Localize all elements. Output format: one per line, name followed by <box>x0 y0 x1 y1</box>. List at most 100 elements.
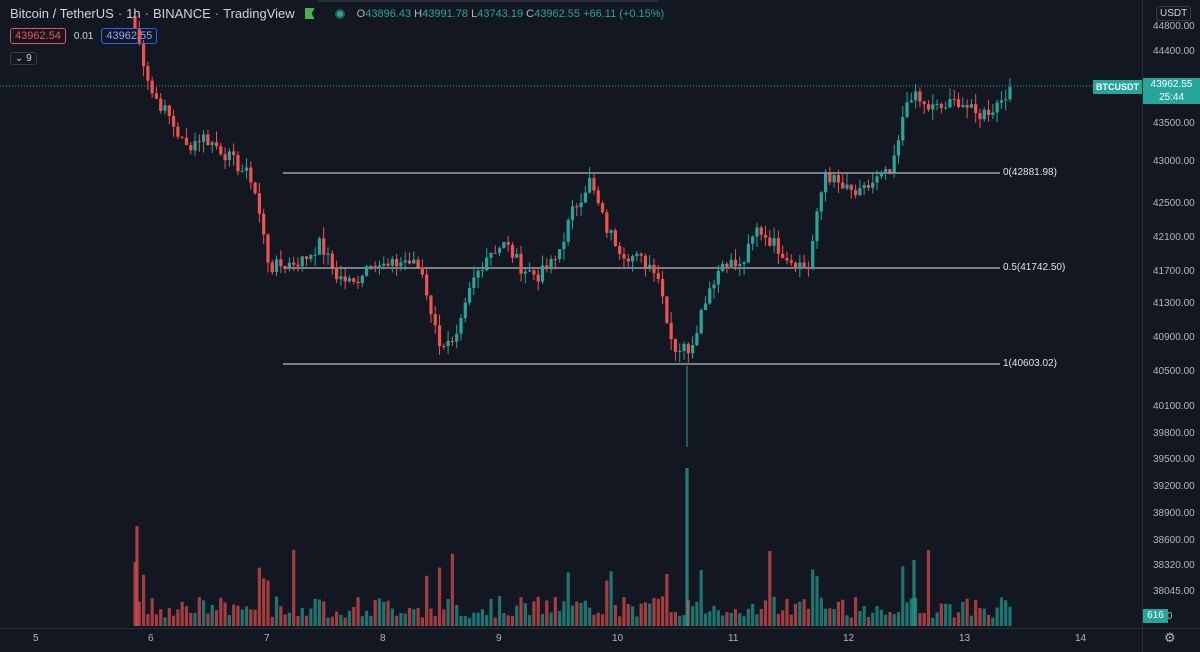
time-tick: 12 <box>843 633 855 644</box>
candle-body <box>858 188 862 196</box>
volume-bar <box>133 562 137 626</box>
volume-bar <box>626 604 630 626</box>
candle-body <box>725 263 729 269</box>
candle-body <box>751 236 755 244</box>
candle-body <box>630 256 635 262</box>
volume-bar <box>609 571 613 626</box>
candle-body <box>356 281 360 284</box>
candle-body <box>660 279 665 297</box>
candle-body <box>343 276 347 282</box>
indicators-toggle-button[interactable]: ⌄ 9 <box>10 52 37 65</box>
candle-body <box>763 234 768 238</box>
axis-corner <box>1142 628 1200 652</box>
volume-bar <box>901 566 905 626</box>
candle-body <box>849 184 853 190</box>
candle-body <box>270 262 274 273</box>
volume-bar <box>540 614 545 626</box>
candle-body <box>690 345 695 354</box>
candle-body <box>879 173 883 177</box>
last-price-tag: 43962.55 25:44 <box>1143 78 1200 104</box>
candle-body <box>566 220 570 242</box>
candle-body <box>991 112 995 115</box>
volume-bar <box>420 617 424 626</box>
candle-body <box>999 100 1004 103</box>
volume-bar <box>210 605 214 626</box>
candle-body <box>236 155 240 172</box>
volume-bar <box>279 606 283 626</box>
candle-body <box>429 295 433 315</box>
candle-body <box>317 238 322 255</box>
volume-bar <box>528 615 532 626</box>
volume-bar <box>446 598 450 626</box>
volume-bar <box>974 599 978 626</box>
volume-bar <box>270 616 274 626</box>
candle-body <box>789 260 793 263</box>
volume-bar <box>733 609 738 626</box>
candle-body <box>798 262 802 269</box>
candle-body <box>738 264 742 267</box>
candle-body <box>540 265 545 282</box>
candle-body <box>467 287 472 303</box>
volume-bar <box>360 616 364 626</box>
settings-gear-icon[interactable]: ⚙ <box>1164 630 1176 645</box>
candle-body <box>386 263 390 266</box>
candle-body <box>407 260 412 264</box>
candle-body <box>137 28 141 44</box>
volume-bar <box>781 610 785 626</box>
sell-button[interactable]: 43962.54 <box>10 28 66 44</box>
volume-bar <box>952 617 956 626</box>
candle-body <box>240 170 244 172</box>
volume-bar <box>811 569 815 626</box>
candle-body <box>1004 99 1008 101</box>
volume-bar <box>725 612 729 626</box>
buy-button[interactable]: 43962.55 <box>101 28 158 44</box>
volume-bar <box>506 615 510 626</box>
candle-body <box>948 99 952 108</box>
chart-area[interactable] <box>0 0 1142 628</box>
volume-bar <box>214 610 219 626</box>
candle-body <box>982 109 986 120</box>
price-tick: 40500.00 <box>1153 366 1195 377</box>
volume-bar <box>266 580 270 626</box>
candle-body <box>506 241 510 245</box>
price-tick: 40900.00 <box>1153 332 1195 343</box>
candle-body <box>476 270 480 278</box>
candle-body <box>433 314 437 326</box>
candle-body <box>944 107 948 109</box>
volume-bar <box>918 613 922 626</box>
volume-bar <box>759 608 763 626</box>
candle-body <box>914 91 918 101</box>
candle-body <box>450 341 455 343</box>
interval-label[interactable]: 1h <box>126 6 141 21</box>
candle-body <box>227 151 231 161</box>
candle-body <box>455 333 459 342</box>
volume-bar <box>836 601 841 626</box>
currency-button[interactable]: USDT <box>1156 6 1192 21</box>
candlestick-chart[interactable] <box>0 0 1142 628</box>
volume-bar <box>896 611 901 626</box>
candle-body <box>875 176 879 183</box>
volume-bar <box>459 615 463 626</box>
symbol-name[interactable]: Bitcoin / TetherUS <box>10 6 114 21</box>
volume-bar <box>322 601 326 626</box>
candle-body <box>592 177 596 191</box>
time-axis[interactable]: 5 6 7 8 9 10 11 12 13 14 <box>0 628 1142 652</box>
volume-bar <box>172 615 176 626</box>
candle-body <box>961 105 965 107</box>
candle-body <box>202 134 206 142</box>
volume-bar <box>159 609 163 626</box>
volume-bar <box>793 603 798 626</box>
volume-bar <box>746 608 750 626</box>
candle-body <box>365 266 369 276</box>
candle-body <box>673 339 678 352</box>
price-axis[interactable]: 44800.00 44400.00 43500.00 43000.00 42500.00… <box>1142 0 1200 628</box>
volume-bar <box>356 597 360 626</box>
volume-bar <box>755 614 759 626</box>
volume-bar <box>135 526 139 626</box>
volume-bar <box>232 604 236 626</box>
volume-bar <box>236 605 240 626</box>
candle-body <box>141 43 146 67</box>
volume-bar <box>326 617 330 626</box>
flag-icon[interactable] <box>304 8 315 19</box>
volume-bar <box>639 603 643 626</box>
